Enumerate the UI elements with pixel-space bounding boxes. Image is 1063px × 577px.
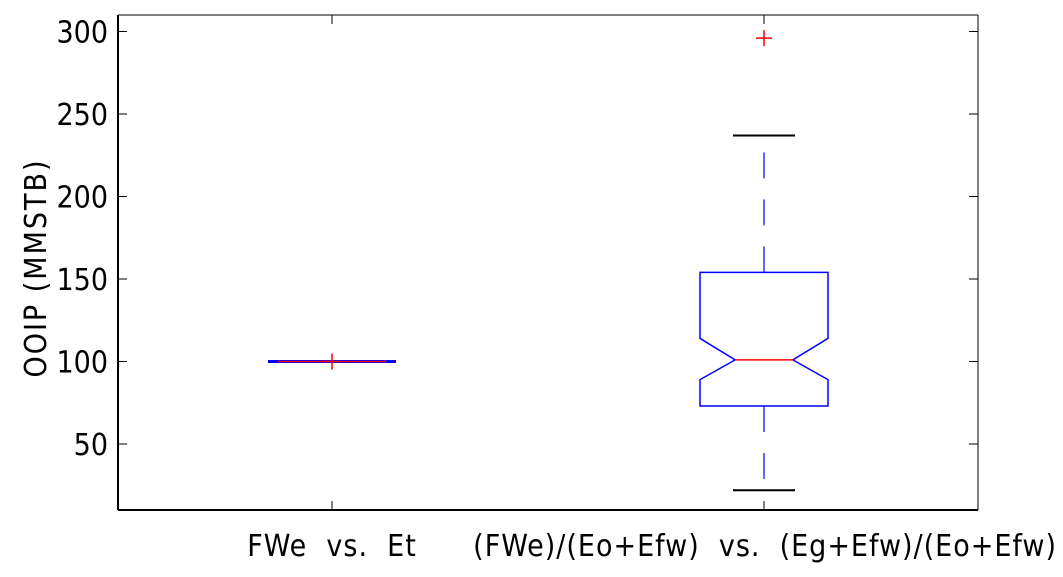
axes-layer bbox=[117, 14, 979, 511]
outlier-marker bbox=[324, 353, 340, 370]
boxes-layer bbox=[268, 30, 829, 492]
y-tick-label: 100 bbox=[56, 346, 108, 381]
outlier-marker bbox=[756, 30, 772, 47]
y-tick-label: 200 bbox=[56, 181, 108, 216]
y-axis-label: OOIP (MMSTB) bbox=[19, 158, 54, 377]
notched-box bbox=[699, 271, 829, 407]
y-tick-label: 150 bbox=[56, 263, 108, 298]
y-tick-label: 300 bbox=[56, 16, 108, 51]
box-group bbox=[699, 30, 829, 492]
y-tick-label: 50 bbox=[74, 428, 108, 463]
x-tick-label: FWe vs. Et bbox=[247, 529, 417, 564]
box-group bbox=[268, 353, 396, 370]
y-ticks: 50 100 150 200 250 300 bbox=[56, 16, 978, 463]
x-tick-label: (FWe)/(Eo+Efw) vs. (Eg+Efw)/(Eo+Efw) bbox=[473, 529, 1057, 564]
y-tick-label: 250 bbox=[56, 98, 108, 133]
x-tick-labels: FWe vs. Et (FWe)/(Eo+Efw) vs. (Eg+Efw)/(E… bbox=[247, 15, 1057, 564]
